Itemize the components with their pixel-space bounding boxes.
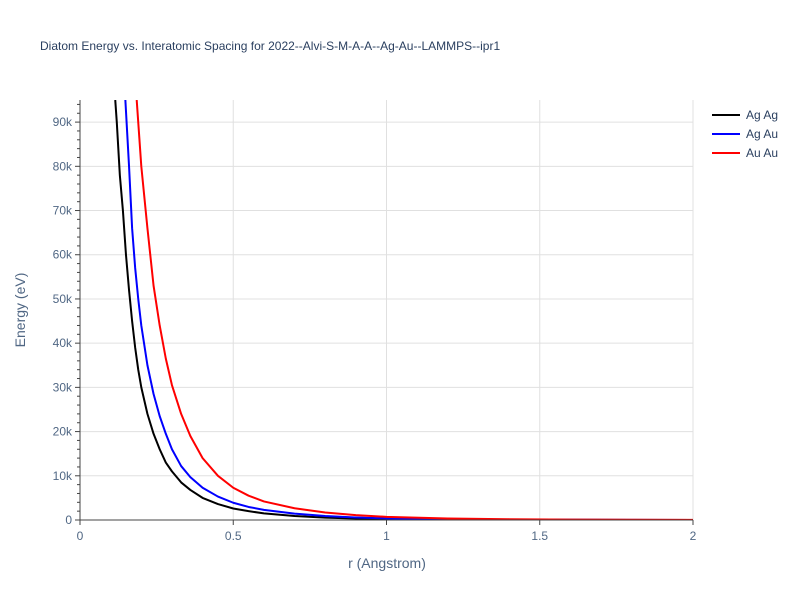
- grid-lines: [80, 100, 694, 520]
- series-line-au-au: [135, 100, 693, 520]
- y-tick-label: 50k: [53, 292, 73, 306]
- x-tick-label: 1.5: [531, 529, 548, 543]
- legend-label: Ag Ag: [746, 108, 778, 122]
- chart-title: Diatom Energy vs. Interatomic Spacing fo…: [40, 39, 500, 53]
- x-axis-title: r (Angstrom): [348, 555, 426, 571]
- x-tick-label: 1: [383, 529, 390, 543]
- y-tick-label: 10k: [53, 469, 73, 483]
- y-tick-label: 80k: [53, 159, 73, 173]
- x-tick-label: 2: [690, 529, 697, 543]
- legend-item-au-au[interactable]: Au Au: [712, 146, 778, 160]
- x-tick-label: 0.5: [225, 529, 242, 543]
- y-tick-label: 30k: [53, 380, 73, 394]
- y-axis-title: Energy (eV): [12, 273, 28, 348]
- y-tick-label: 60k: [53, 248, 73, 262]
- axes: 0 0.5 1 1.5 2 0 10k 20k 30k 40k 50k 60k 70k 80k 90k: [53, 100, 697, 543]
- y-tick-label: 90k: [53, 115, 73, 129]
- plot-area: [114, 100, 693, 520]
- y-tick-label: 0: [65, 513, 72, 527]
- legend-label: Au Au: [746, 146, 778, 160]
- legend-label: Ag Au: [746, 127, 778, 141]
- legend-item-ag-ag[interactable]: Ag Ag: [712, 108, 778, 122]
- y-tick-label: 40k: [53, 336, 73, 350]
- legend-item-ag-au[interactable]: Ag Au: [712, 127, 778, 141]
- x-tick-label: 0: [77, 529, 84, 543]
- y-tick-label: 70k: [53, 204, 73, 218]
- legend[interactable]: Ag Ag Ag Au Au Au: [712, 108, 778, 160]
- y-tick-label: 20k: [53, 425, 73, 439]
